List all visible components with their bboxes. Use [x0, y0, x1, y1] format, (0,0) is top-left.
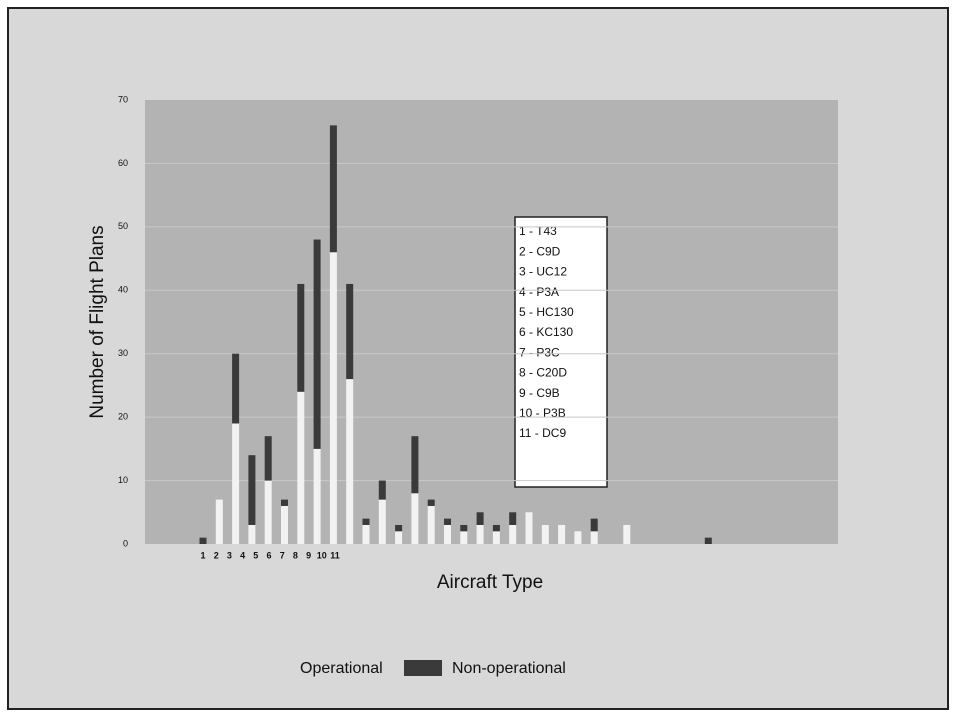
bar-segment — [362, 524, 370, 544]
bar-segment — [476, 524, 484, 544]
bar-segment — [199, 537, 207, 544]
bar-segment — [297, 391, 305, 544]
y-tick-label: 20 — [118, 412, 128, 422]
bar-segment — [509, 524, 517, 544]
bar-segment — [378, 499, 386, 544]
bar-segment — [525, 512, 533, 544]
bar-segment — [232, 423, 240, 544]
y-tick-label: 30 — [118, 348, 128, 358]
x-tick-label: 2 — [214, 550, 219, 560]
y-tick-label: 70 — [118, 94, 128, 104]
x-tick-label: 4 — [240, 550, 245, 560]
bar-segment — [281, 499, 288, 506]
bar-segment — [281, 505, 288, 544]
y-tick-label: 60 — [118, 158, 128, 168]
legend-label: Operational — [300, 660, 383, 677]
bar-segment — [248, 524, 256, 544]
y-tick-label: 10 — [118, 475, 128, 485]
key-frame — [514, 216, 608, 488]
key-entry: 3 - UC12 — [519, 265, 567, 279]
bar-segment — [444, 524, 451, 544]
legend-label: Non-operational — [452, 660, 566, 677]
legend-entry: Non-operational — [404, 660, 566, 677]
bar-segment — [590, 518, 598, 532]
bar-segment — [215, 499, 223, 544]
key-entry: 7 - P3C — [519, 345, 560, 359]
plot-area — [145, 100, 838, 544]
y-tick-label: 50 — [118, 221, 128, 231]
bar-segment — [411, 493, 419, 544]
bar-segment — [232, 353, 240, 424]
bar-segment — [492, 524, 500, 532]
bar-segment — [427, 505, 435, 544]
bar-segment — [346, 283, 354, 380]
bar-segment — [444, 518, 451, 525]
bar-segment — [248, 455, 256, 525]
bar-segment — [460, 531, 468, 544]
x-tick-label: 6 — [266, 550, 271, 560]
bar-segment — [492, 531, 500, 544]
y-tick-label: 40 — [118, 285, 128, 295]
bar-segment — [541, 524, 549, 544]
x-axis-label: Aircraft Type — [437, 572, 543, 593]
bar-segment — [264, 480, 272, 544]
bar-segment — [574, 531, 582, 544]
bar-segment — [346, 379, 354, 544]
key-entry: 6 - KC130 — [519, 325, 573, 339]
x-tick-label: 1 — [200, 550, 205, 560]
x-tick-label: 8 — [293, 550, 298, 560]
bar-segment — [313, 239, 321, 449]
x-tick-label: 9 — [306, 550, 311, 560]
x-tick-label: 11 — [330, 550, 340, 560]
bar-segment — [313, 448, 321, 544]
x-tick-label: 10 — [317, 550, 327, 560]
key-entry: 1 - T43 — [519, 224, 557, 238]
bar-segment — [297, 283, 305, 392]
bar-segment — [704, 537, 712, 544]
x-tick-label: 3 — [227, 550, 232, 560]
key-entry: 11 - DC9 — [519, 426, 566, 440]
bar-segment — [264, 436, 272, 481]
bar-segment — [460, 524, 468, 532]
legend-swatch — [404, 660, 442, 676]
bar-segment — [329, 252, 337, 544]
key-entry: 4 - P3A — [519, 285, 559, 299]
bar-segment — [590, 531, 598, 544]
key-entry: 2 - C9D — [519, 244, 561, 258]
bar-segment — [509, 512, 517, 525]
bar-segment — [378, 480, 386, 500]
key-entry: 10 - P3B — [519, 406, 566, 420]
y-tick-label: 0 — [123, 538, 128, 548]
bar-segment — [411, 436, 419, 494]
bar-segment — [476, 512, 484, 525]
key-box: 1 - T43 2 - C9D 3 - UC12 4 - P3A 5 - HC130 6 … — [514, 216, 608, 488]
x-tick-label: 5 — [253, 550, 258, 560]
bar-segment — [362, 518, 370, 525]
x-tick-label: 7 — [280, 550, 285, 560]
key-entry: 9 - C9B — [519, 386, 560, 400]
y-axis-label: Number of Flight Plans — [87, 225, 108, 418]
legend-entry: Operational — [300, 660, 383, 677]
bar-segment — [395, 524, 403, 532]
key-entry: 5 - HC130 — [519, 305, 574, 319]
bar-segment — [427, 499, 435, 506]
bar-segment — [395, 531, 403, 544]
bar-segment — [623, 524, 631, 544]
bar-segment — [329, 125, 337, 253]
key-entry: 8 - C20D — [519, 366, 567, 380]
bar-segment — [558, 524, 566, 544]
